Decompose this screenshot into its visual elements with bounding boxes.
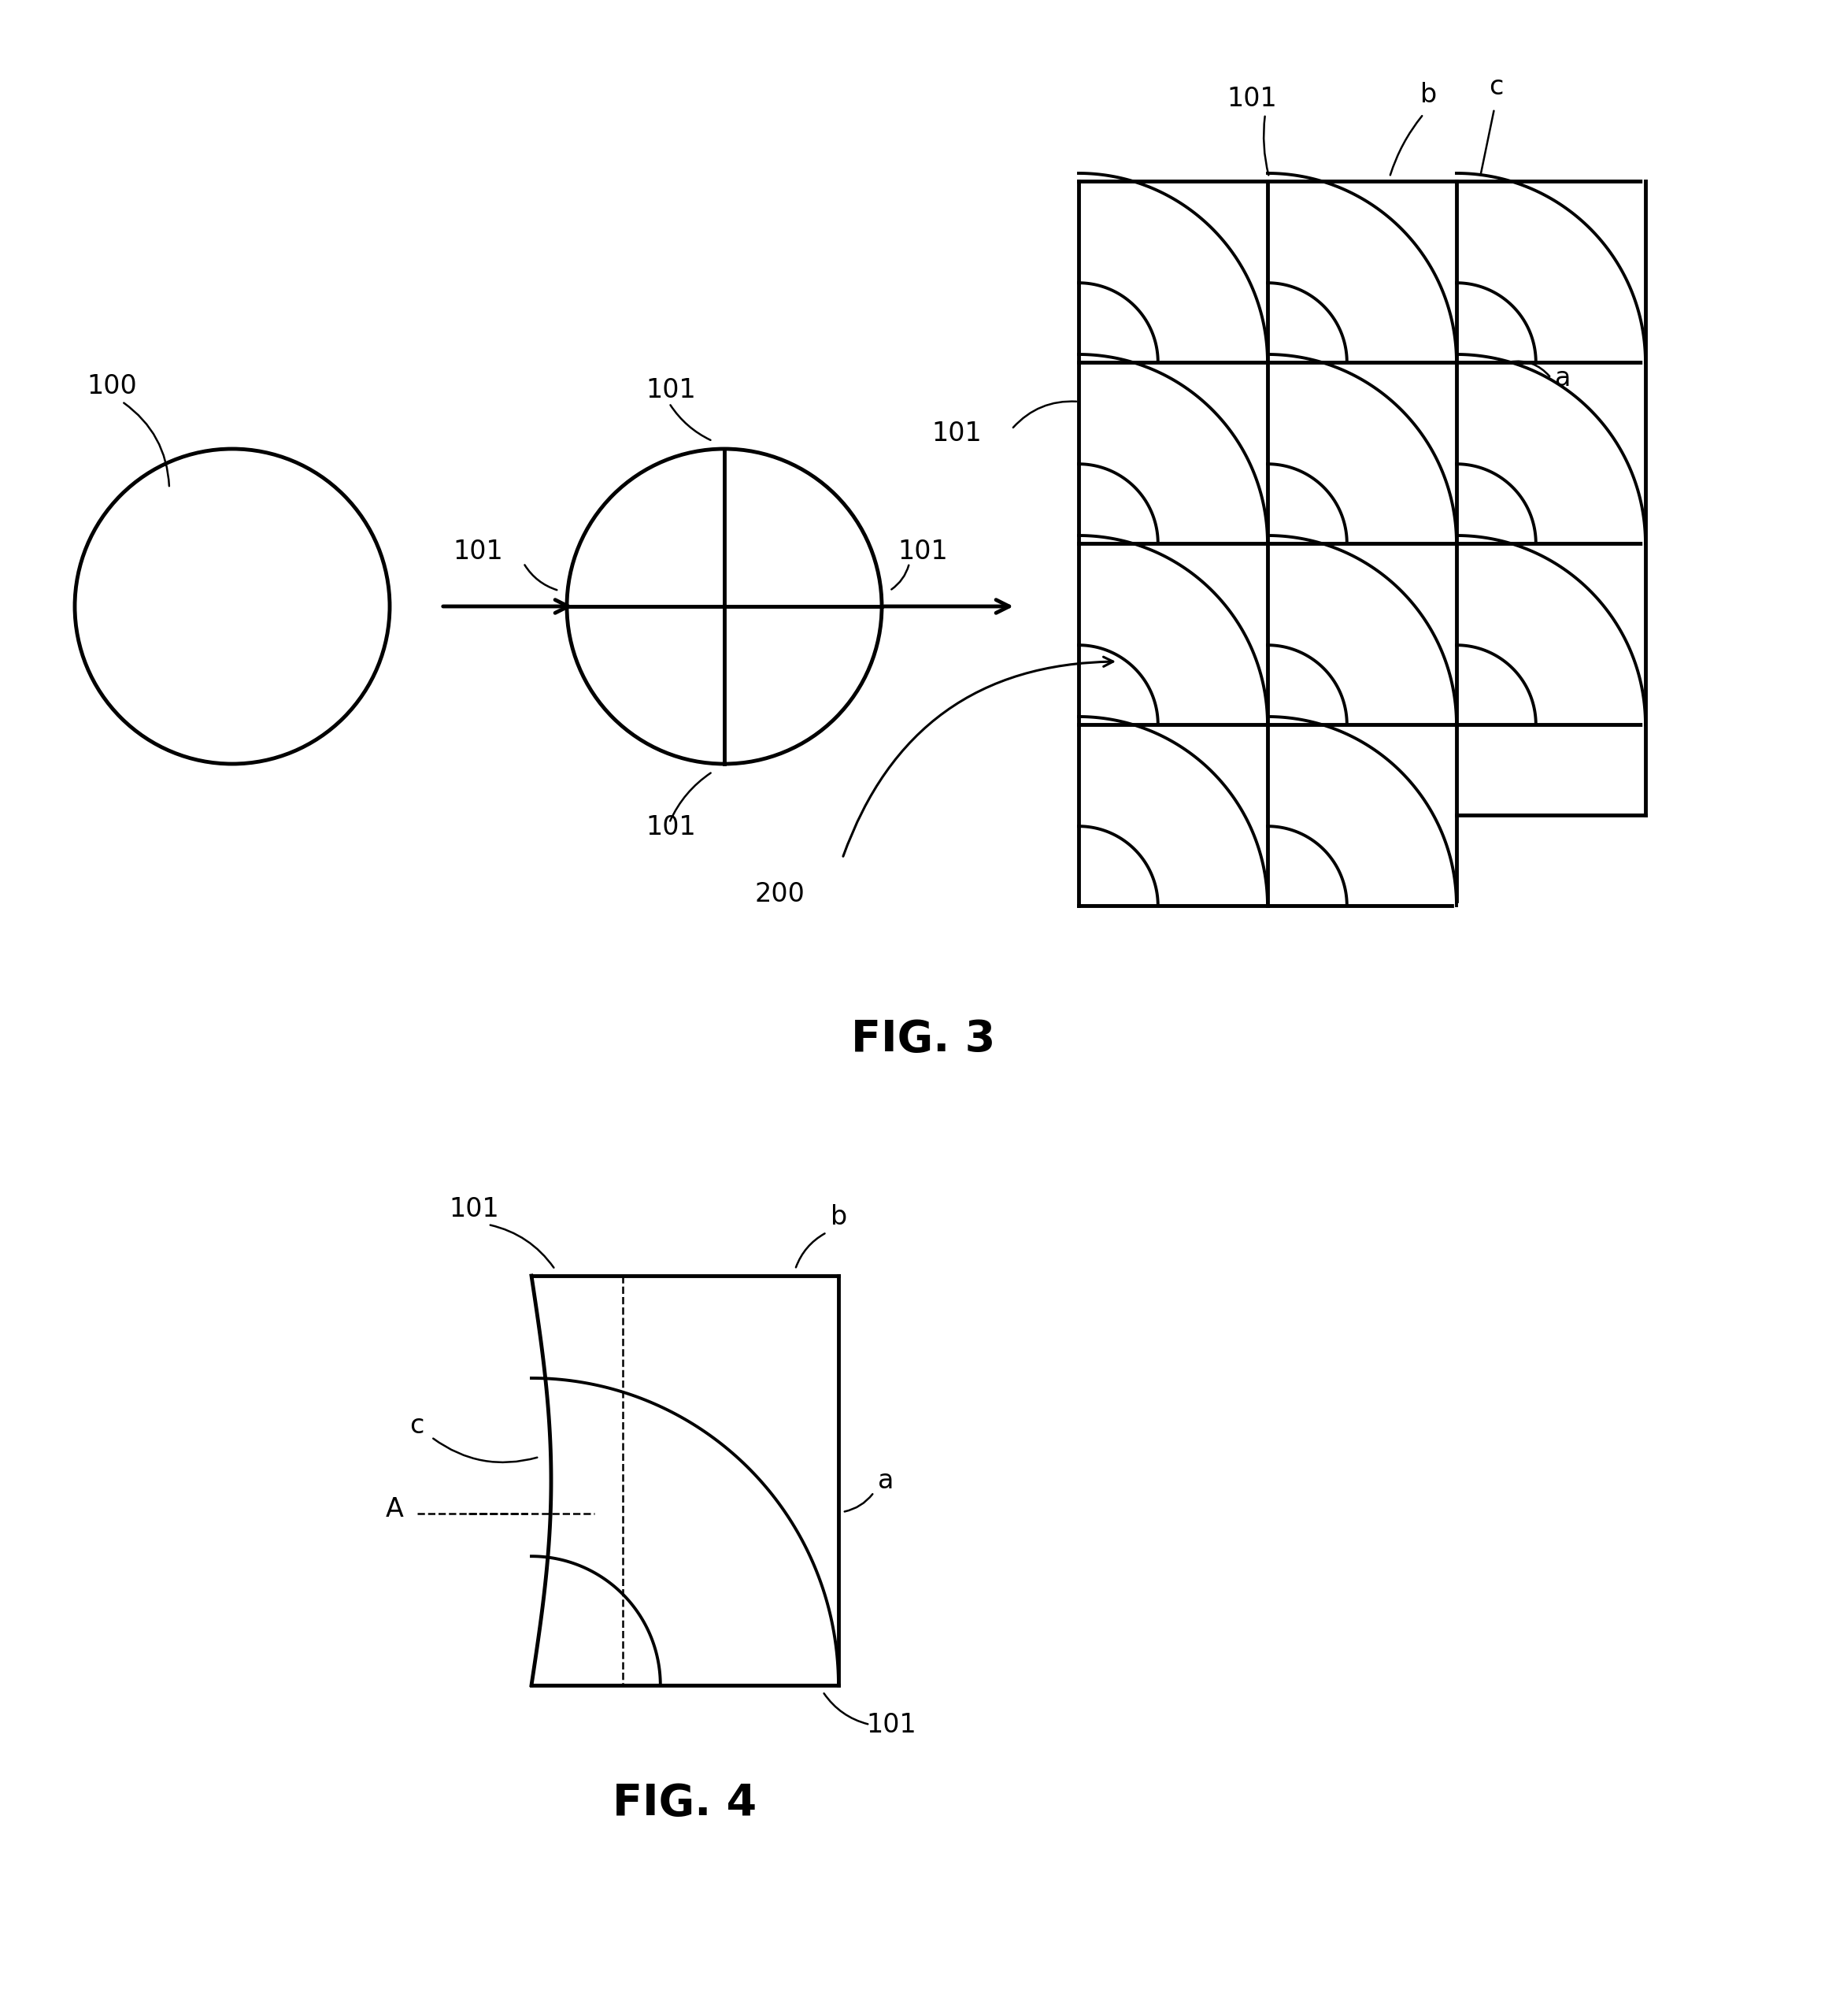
- Text: 200: 200: [754, 881, 805, 907]
- Text: 101: 101: [931, 421, 981, 446]
- Text: A: A: [386, 1496, 404, 1522]
- Text: 101: 101: [453, 538, 502, 564]
- Text: FIG. 4: FIG. 4: [613, 1782, 757, 1824]
- Text: c: c: [410, 1413, 423, 1439]
- Text: a: a: [877, 1468, 894, 1494]
- Text: 101: 101: [449, 1195, 499, 1222]
- Text: c: c: [1489, 75, 1503, 101]
- Text: FIG. 3: FIG. 3: [851, 1018, 996, 1060]
- Text: 101: 101: [646, 377, 696, 403]
- Text: 101: 101: [898, 538, 948, 564]
- Text: 101: 101: [646, 814, 696, 841]
- Text: 100: 100: [87, 373, 137, 399]
- Text: 101: 101: [1226, 87, 1276, 111]
- Text: a: a: [1555, 365, 1570, 391]
- Text: 101: 101: [866, 1712, 916, 1738]
- Text: b: b: [1420, 83, 1437, 109]
- Text: b: b: [831, 1204, 848, 1230]
